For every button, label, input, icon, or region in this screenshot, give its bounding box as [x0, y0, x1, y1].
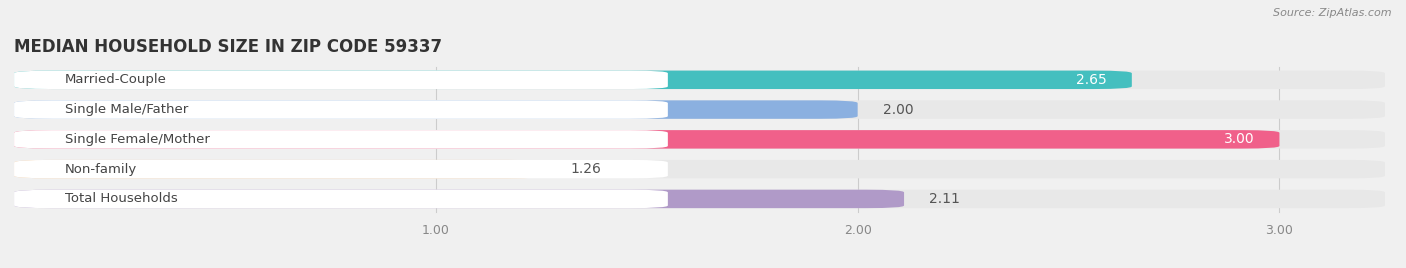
- FancyBboxPatch shape: [14, 130, 1385, 148]
- FancyBboxPatch shape: [14, 160, 1385, 178]
- FancyBboxPatch shape: [14, 70, 1385, 89]
- Text: Married-Couple: Married-Couple: [65, 73, 166, 86]
- FancyBboxPatch shape: [14, 190, 904, 208]
- Text: Single Male/Father: Single Male/Father: [65, 103, 188, 116]
- FancyBboxPatch shape: [14, 100, 668, 119]
- Text: 2.65: 2.65: [1076, 73, 1107, 87]
- FancyBboxPatch shape: [14, 130, 1279, 148]
- FancyBboxPatch shape: [14, 160, 546, 178]
- Text: MEDIAN HOUSEHOLD SIZE IN ZIP CODE 59337: MEDIAN HOUSEHOLD SIZE IN ZIP CODE 59337: [14, 38, 441, 56]
- FancyBboxPatch shape: [14, 160, 668, 178]
- Text: Non-family: Non-family: [65, 163, 136, 176]
- FancyBboxPatch shape: [14, 100, 858, 119]
- Text: Source: ZipAtlas.com: Source: ZipAtlas.com: [1274, 8, 1392, 18]
- Text: 1.26: 1.26: [571, 162, 602, 176]
- Text: Single Female/Mother: Single Female/Mother: [65, 133, 209, 146]
- FancyBboxPatch shape: [14, 70, 668, 89]
- FancyBboxPatch shape: [14, 130, 668, 148]
- FancyBboxPatch shape: [14, 100, 1385, 119]
- FancyBboxPatch shape: [14, 70, 1132, 89]
- FancyBboxPatch shape: [14, 190, 1385, 208]
- Text: 2.11: 2.11: [929, 192, 960, 206]
- Text: Total Households: Total Households: [65, 192, 177, 205]
- Text: 3.00: 3.00: [1223, 132, 1254, 146]
- Text: 2.00: 2.00: [883, 103, 914, 117]
- FancyBboxPatch shape: [14, 190, 668, 208]
